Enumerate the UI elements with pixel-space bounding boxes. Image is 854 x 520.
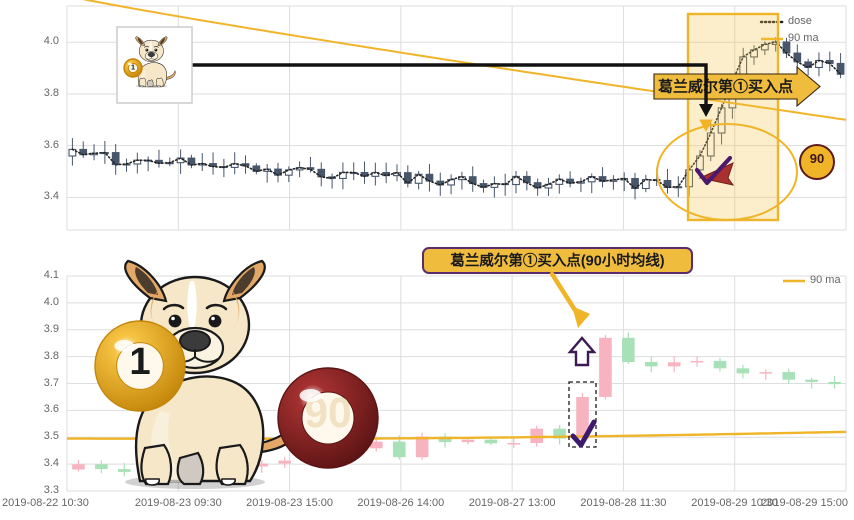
svg-text:葛兰威尔第①买入点(90小时均线): 葛兰威尔第①买入点(90小时均线) [449,252,664,270]
svg-text:葛兰威尔第①买入点: 葛兰威尔第①买入点 [657,78,793,96]
